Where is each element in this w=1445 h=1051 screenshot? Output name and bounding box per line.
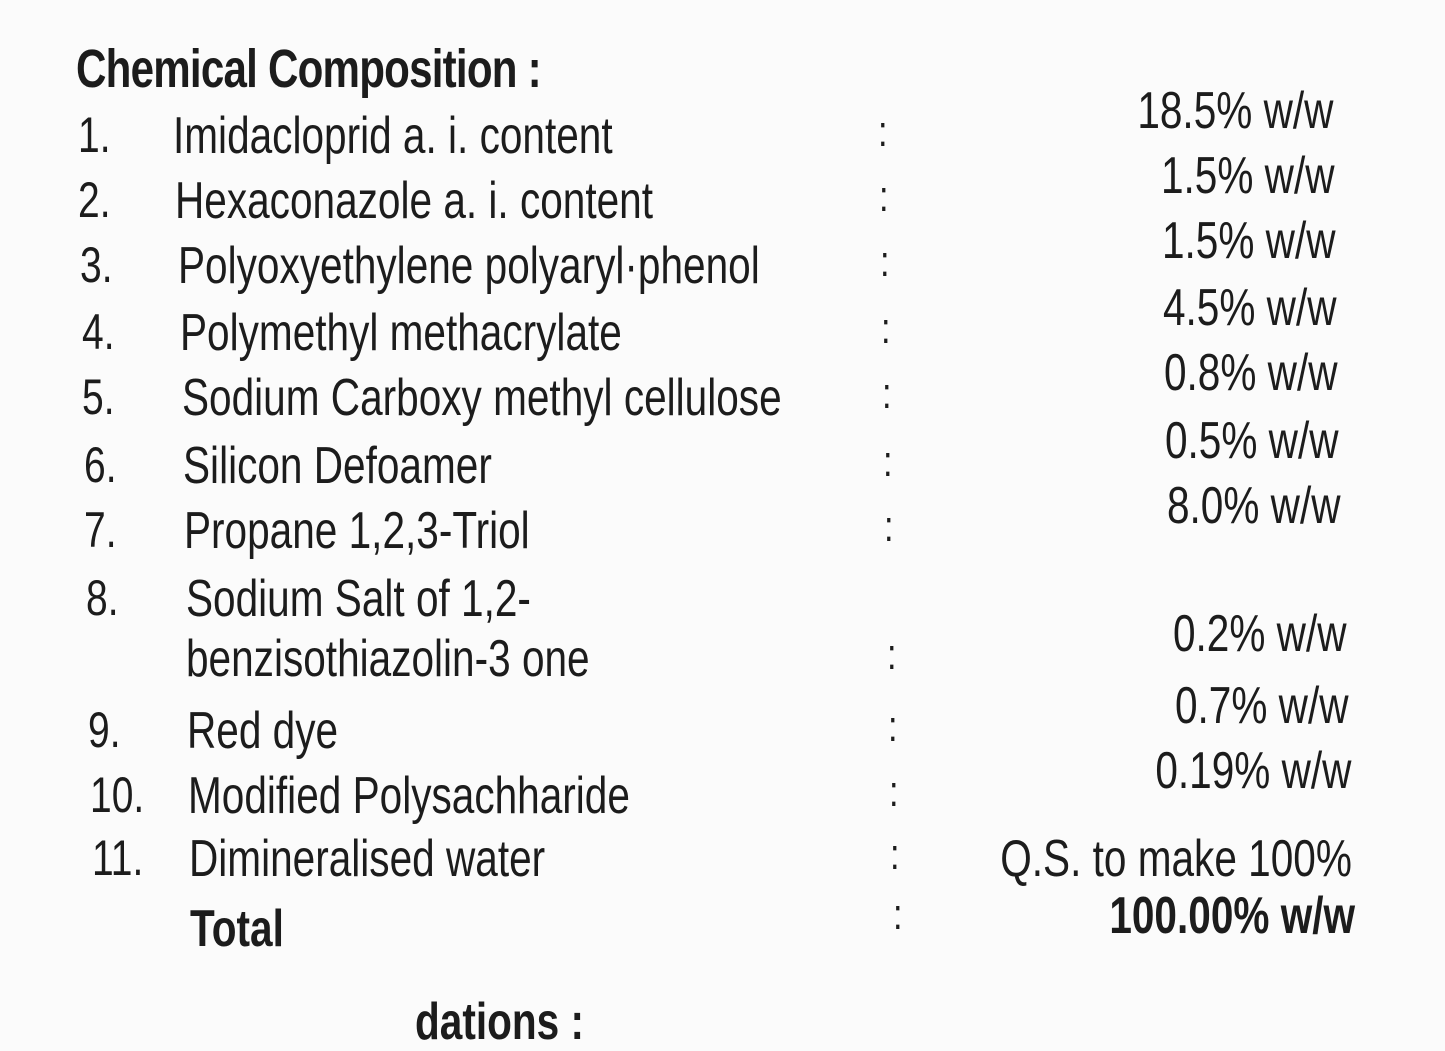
item-number: 11.	[92, 830, 144, 886]
item-name: Propane 1,2,3-Triol	[184, 502, 530, 560]
separator-colon: :	[887, 630, 897, 679]
separator-colon: :	[878, 107, 888, 156]
item-name: Imidacloprid a. i. content	[173, 107, 613, 165]
page-title: Chemical Composition :	[76, 39, 542, 99]
item-name-continued: benzisothiazolin-3 one	[186, 630, 590, 688]
item-number: 7.	[84, 502, 117, 558]
separator-colon: :	[879, 172, 889, 221]
item-number: 9.	[88, 702, 121, 758]
item-number: 8.	[86, 570, 119, 626]
separator-colon: :	[884, 502, 894, 551]
item-value: 1.5% w/w	[1161, 147, 1335, 205]
item-value: Q.S. to make 100%	[1000, 830, 1352, 888]
item-value: 0.8% w/w	[1164, 344, 1338, 402]
item-name: Hexaconazole a. i. content	[175, 172, 654, 230]
separator-colon: :	[889, 767, 899, 816]
item-name: Red dye	[187, 702, 339, 760]
item-value: 18.5% w/w	[1136, 82, 1333, 140]
item-name: Polyoxyethylene polyaryl·phenol	[178, 237, 760, 295]
item-number: 6.	[84, 437, 117, 493]
item-number: 5.	[82, 369, 115, 425]
separator-colon: :	[888, 702, 898, 751]
item-value: 0.7% w/w	[1175, 677, 1349, 735]
separator-colon: :	[883, 437, 893, 486]
next-section-heading-partial: dations :	[415, 993, 585, 1051]
item-value: 0.2% w/w	[1173, 605, 1347, 663]
item-number: 4.	[82, 304, 115, 360]
separator-colon: :	[893, 890, 903, 939]
item-number: 10.	[90, 767, 145, 823]
item-number: 2.	[78, 172, 111, 228]
item-name: Silicon Defoamer	[183, 437, 492, 495]
total-label: Total	[190, 900, 284, 958]
separator-colon: :	[890, 830, 900, 879]
item-name: Polymethyl methacrylate	[180, 304, 622, 362]
item-name: Sodium Carboxy methyl cellulose	[182, 369, 782, 427]
item-value: 0.5% w/w	[1165, 412, 1339, 470]
item-name: Dimineralised water	[189, 830, 546, 888]
item-name: Modified Polysachharide	[188, 767, 630, 825]
item-number: 3.	[80, 237, 113, 293]
separator-colon: :	[881, 304, 891, 353]
item-value: 8.0% w/w	[1167, 477, 1341, 535]
item-value: 1.5% w/w	[1162, 212, 1336, 270]
item-name: Sodium Salt of 1,2-	[186, 570, 531, 628]
separator-colon: :	[882, 369, 892, 418]
item-value: 0.19% w/w	[1154, 742, 1351, 800]
separator-colon: :	[880, 237, 890, 286]
total-value: 100.00% w/w	[1109, 887, 1355, 945]
item-value: 4.5% w/w	[1163, 279, 1337, 337]
item-number: 1.	[78, 107, 111, 163]
